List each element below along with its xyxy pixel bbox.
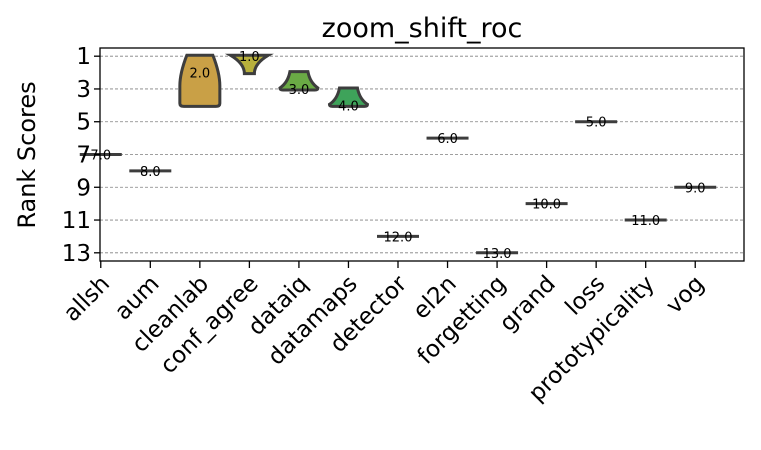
data-label-detector: 12.0 [384, 230, 413, 245]
violin-cleanlab [178, 53, 222, 108]
chart-title: zoom_shift_roc [322, 13, 523, 44]
data-label-cleanlab: 2.0 [190, 67, 211, 82]
data-label-conf_agree: 1.0 [239, 50, 260, 65]
data-label-el2n: 6.0 [437, 132, 458, 147]
x-tick-label-grand: grand [495, 271, 561, 337]
y-tick-label: 13 [62, 241, 91, 267]
data-label-dataiq: 3.0 [289, 83, 310, 98]
violins [79, 53, 717, 255]
y-tick-label: 9 [76, 175, 91, 201]
y-tick-label: 7 [76, 143, 91, 169]
y-axis-label: Rank Scores [13, 81, 41, 228]
violin-conf_agree [224, 53, 274, 76]
violin-dataiq [278, 70, 320, 92]
data-label-grand: 10.0 [532, 198, 561, 213]
data-labels: 7.0 8.0 2.0 1.0 3.0 4.0 12.0 6.0 13.0 10.0 5.0 11.0… [90, 50, 705, 262]
x-tick-label-allsh: allsh [59, 271, 115, 327]
data-label-prototypicality: 11.0 [631, 214, 660, 229]
y-tick-label: 11 [62, 208, 91, 234]
x-axis: allshaumcleanlabconf_agreedataiqdatamaps… [59, 261, 709, 407]
y-tick-label: 3 [76, 77, 91, 103]
y-tick-label: 1 [76, 44, 91, 70]
data-label-datamaps: 4.0 [338, 99, 359, 114]
data-label-forgetting: 13.0 [483, 247, 512, 262]
data-label-allsh: 7.0 [90, 149, 111, 164]
data-label-aum: 8.0 [140, 165, 161, 180]
data-label-loss: 5.0 [586, 116, 607, 131]
y-tick-label: 5 [76, 110, 91, 136]
violin-datamaps [327, 86, 369, 108]
x-tick-label-vog: vog [661, 271, 709, 319]
data-label-vog: 9.0 [685, 181, 706, 196]
